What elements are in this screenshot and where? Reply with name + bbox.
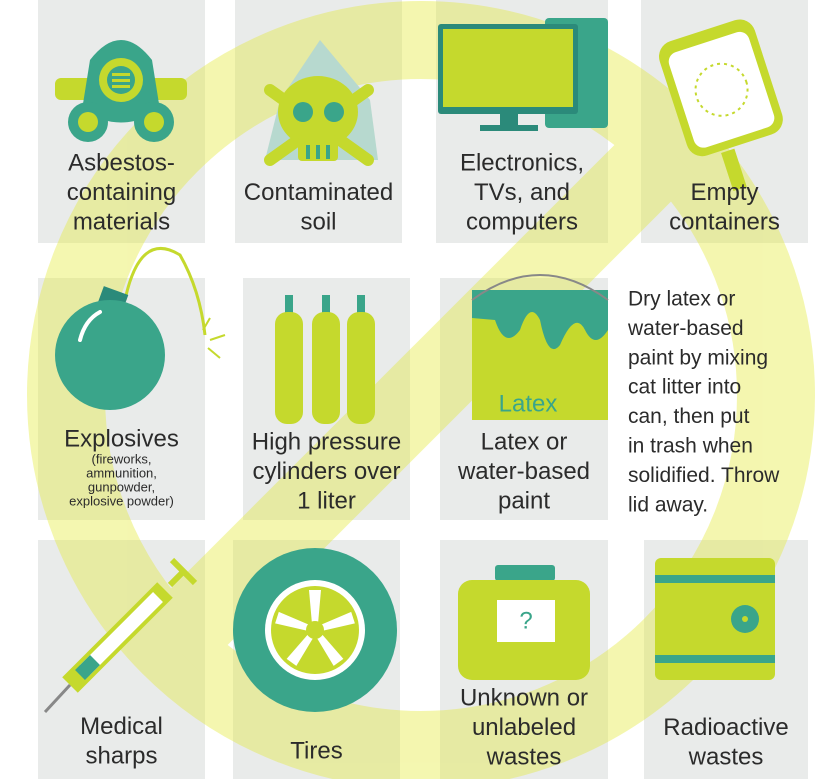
item-label: Electronics,: [460, 149, 584, 176]
tire-icon: [233, 548, 397, 712]
item-label: TVs, and: [474, 179, 570, 206]
note-line: paint by mixing: [628, 346, 768, 369]
item-label: Explosives: [64, 425, 179, 452]
item-label: Empty: [690, 179, 758, 206]
item-label: Unknown or: [460, 684, 588, 711]
paint-can-icon: Latex: [472, 275, 608, 420]
can-label: Latex: [499, 390, 558, 417]
note-line: cat litter into: [628, 376, 741, 399]
note-line: solidified. Throw: [628, 464, 780, 487]
item-label: Medical: [80, 713, 163, 740]
item-label: Tires: [290, 737, 342, 764]
item-label: Asbestos-: [68, 149, 175, 176]
barrel-icon: [655, 558, 775, 680]
item-label: Latex or: [481, 428, 568, 455]
item-label: wastes: [688, 743, 764, 770]
cylinder-icon: [275, 295, 375, 424]
item-label: High pressure: [252, 428, 401, 455]
item-label: containing: [67, 179, 176, 206]
note-line: can, then put: [628, 405, 750, 428]
note-line: in trash when: [628, 435, 753, 458]
item-sublabel: gunpowder,: [88, 479, 155, 494]
item-sublabel: ammunition,: [86, 465, 157, 480]
item-label: containers: [669, 208, 780, 235]
jug-icon: ?: [458, 565, 590, 680]
item-label: wastes: [486, 743, 562, 770]
unknown-mark: ?: [519, 607, 532, 634]
note-line: Dry latex or: [628, 288, 735, 311]
note-line: water-based: [627, 317, 744, 340]
item-label: Contaminated: [244, 179, 393, 206]
item-sublabel: explosive powder): [69, 493, 174, 508]
item-label: sharps: [85, 742, 157, 769]
item-label: cylinders over: [252, 458, 400, 485]
item-sublabel: (fireworks,: [92, 451, 152, 466]
item-label: materials: [73, 208, 170, 235]
item-label: 1 liter: [297, 487, 356, 514]
item-label: water-based: [457, 458, 590, 485]
item-label: paint: [498, 487, 550, 514]
infographic: Latex ? Asbestos-containingmaterials Cont…: [0, 0, 839, 779]
item-label: soil: [300, 208, 336, 235]
note-line: lid away.: [628, 493, 708, 516]
item-label: computers: [466, 208, 578, 235]
item-label: Radioactive: [663, 714, 788, 741]
item-label: unlabeled: [472, 714, 576, 741]
